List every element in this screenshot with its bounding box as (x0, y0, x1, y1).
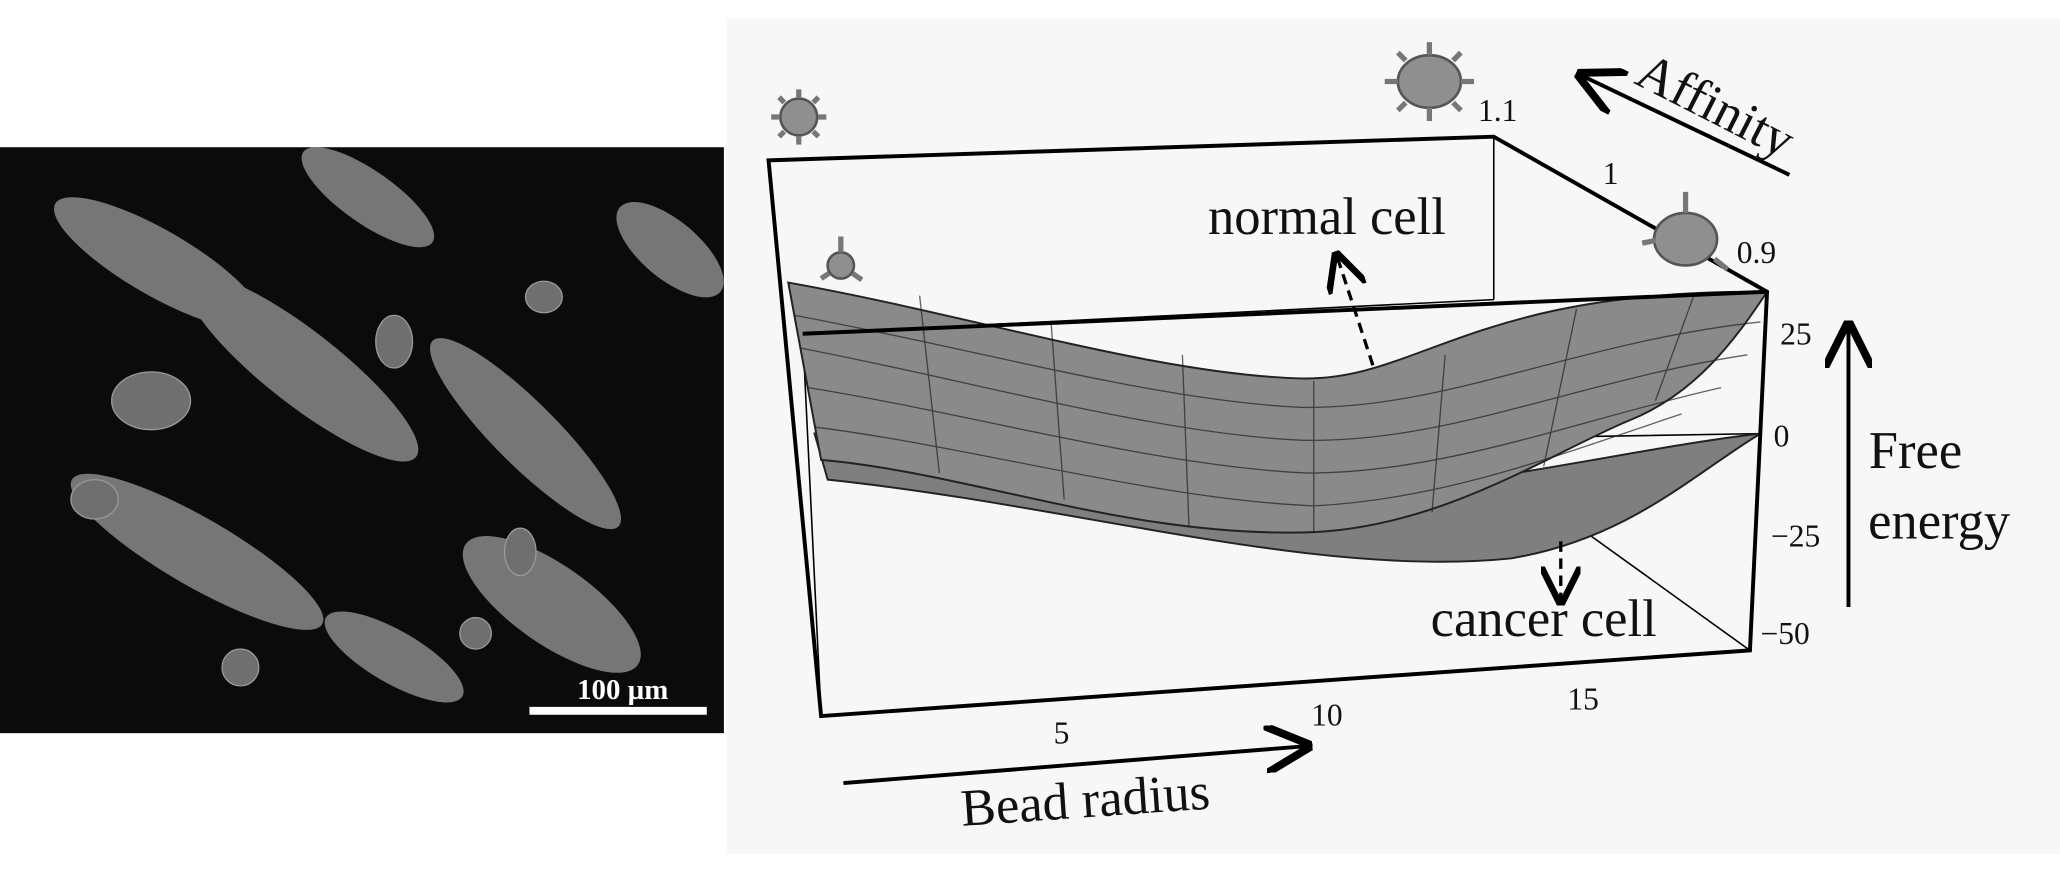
free-energy-label: Free (1869, 422, 1962, 480)
x-tick-label: 5 (1054, 716, 1070, 751)
scale-bar-label: 100 µm (577, 674, 668, 706)
z-tick-label: 25 (1780, 316, 1812, 351)
x-tick-label: 15 (1567, 682, 1599, 717)
y-tick-label: 0.9 (1737, 235, 1776, 270)
x-tick-label: 10 (1311, 697, 1343, 732)
normal-label: normal cell (1208, 188, 1446, 246)
cell-icons (771, 42, 1730, 283)
free-energy-label: energy (1868, 493, 2011, 551)
z-tick-label: −50 (1760, 616, 1809, 651)
micrograph: 100 µm (0, 147, 724, 734)
cancer-label: cancer cell (1431, 590, 1657, 648)
normal-surface (787, 281, 1769, 534)
z-tick-label: 0 (1774, 419, 1790, 454)
y-tick-label: 1.1 (1478, 93, 1517, 128)
z-tick-label: −25 (1771, 519, 1820, 554)
surface-plot: Affinity normal cell cancer cell Free en… (726, 18, 2060, 855)
y-tick-label: 1 (1603, 156, 1619, 191)
